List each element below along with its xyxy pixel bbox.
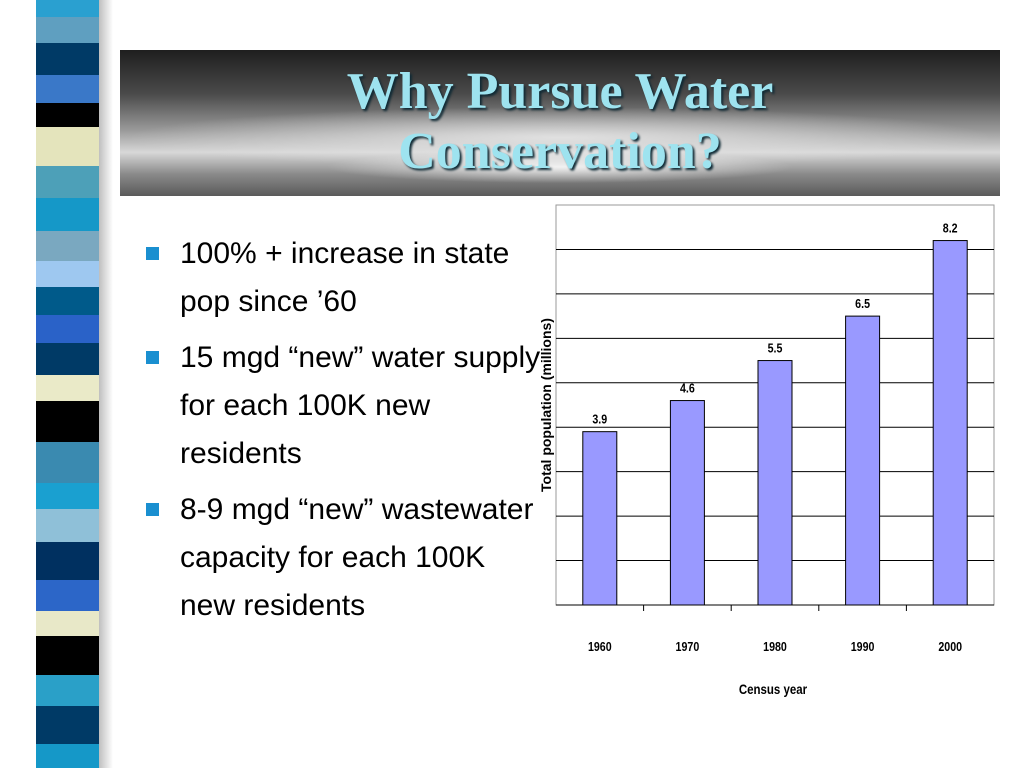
bullet-item: 8-9 mgd “new” wastewater capacity for ea… — [142, 486, 542, 630]
population-bar-chart: 3.9 4.6 5.5 6.5 8.2 1960 1970 1980 1990 2000 Tot… — [538, 204, 995, 697]
decorative-stripe — [36, 482, 99, 509]
chart-bars — [582, 240, 968, 606]
bar-1960 — [582, 431, 618, 606]
bullet-text: 15 mgd “new” water supply for each 100K … — [180, 341, 541, 470]
x-tick-label-1960: 1960 — [588, 639, 612, 654]
data-label-1960: 3.9 — [592, 412, 607, 427]
decorative-stripe — [36, 343, 99, 375]
bullet-text: 8-9 mgd “new” wastewater capacity for ea… — [180, 493, 534, 622]
decorative-stripe — [36, 197, 99, 232]
square-bullet-icon — [146, 503, 159, 516]
decorative-stripe — [36, 315, 99, 343]
decorative-stripe — [36, 16, 99, 43]
decorative-stripe — [36, 400, 99, 442]
decorative-stripe — [36, 231, 99, 261]
page-title: Why Pursue Water Conservation? — [120, 62, 1000, 182]
title-banner-water-image — [120, 50, 1000, 196]
decorative-stripe — [36, 441, 99, 483]
bar-2000 — [932, 240, 968, 606]
decorative-stripe — [36, 102, 99, 127]
bullet-list: 100% + increase in state pop since ’60 1… — [142, 230, 542, 638]
data-label-1970: 4.6 — [680, 381, 695, 396]
decorative-stripe — [36, 579, 99, 612]
decorative-stripe — [36, 287, 99, 316]
decorative-stripe — [36, 374, 99, 401]
square-bullet-icon — [146, 351, 159, 364]
decorative-stripe-band — [36, 0, 99, 768]
bullet-item: 15 mgd “new” water supply for each 100K … — [142, 334, 542, 478]
bar-1970 — [669, 400, 705, 606]
data-label-2000: 8.2 — [943, 221, 958, 236]
x-tick-label-1980: 1980 — [763, 639, 787, 654]
decorative-stripe — [36, 42, 99, 75]
decorative-stripe — [36, 611, 99, 636]
decorative-stripe — [36, 674, 99, 707]
bar-1980 — [757, 360, 793, 606]
decorative-stripe — [36, 165, 99, 198]
decorative-stripe — [36, 74, 99, 103]
page-title-line-1: Why Pursue Water — [346, 63, 774, 120]
decorative-stripe — [36, 260, 99, 288]
decorative-stripe — [36, 706, 99, 744]
y-axis-title: Total population (millions) — [538, 318, 554, 492]
square-bullet-icon — [146, 247, 159, 260]
stripe-band-shadow — [99, 0, 113, 768]
page-title-line-2: Conservation? — [398, 123, 722, 180]
data-label-1990: 6.5 — [855, 296, 870, 311]
x-tick-label-1990: 1990 — [851, 639, 875, 654]
bar-1990 — [845, 315, 881, 606]
bullet-text: 100% + increase in state pop since ’60 — [180, 237, 510, 318]
bullet-item: 100% + increase in state pop since ’60 — [142, 230, 542, 326]
decorative-stripe — [36, 743, 99, 768]
decorative-stripe — [36, 0, 99, 17]
decorative-stripe — [36, 126, 99, 166]
chart-data-labels: 3.9 4.6 5.5 6.5 8.2 — [592, 221, 958, 427]
chart-x-tick-labels: 1960 1970 1980 1990 2000 — [588, 605, 962, 654]
x-tick-label-2000: 2000 — [938, 639, 962, 654]
x-axis-title: Census year — [739, 681, 807, 697]
decorative-stripe — [36, 542, 99, 580]
x-tick-label-1970: 1970 — [676, 639, 700, 654]
decorative-stripe — [36, 508, 99, 543]
data-label-1980: 5.5 — [768, 341, 783, 356]
decorative-stripe — [36, 635, 99, 675]
